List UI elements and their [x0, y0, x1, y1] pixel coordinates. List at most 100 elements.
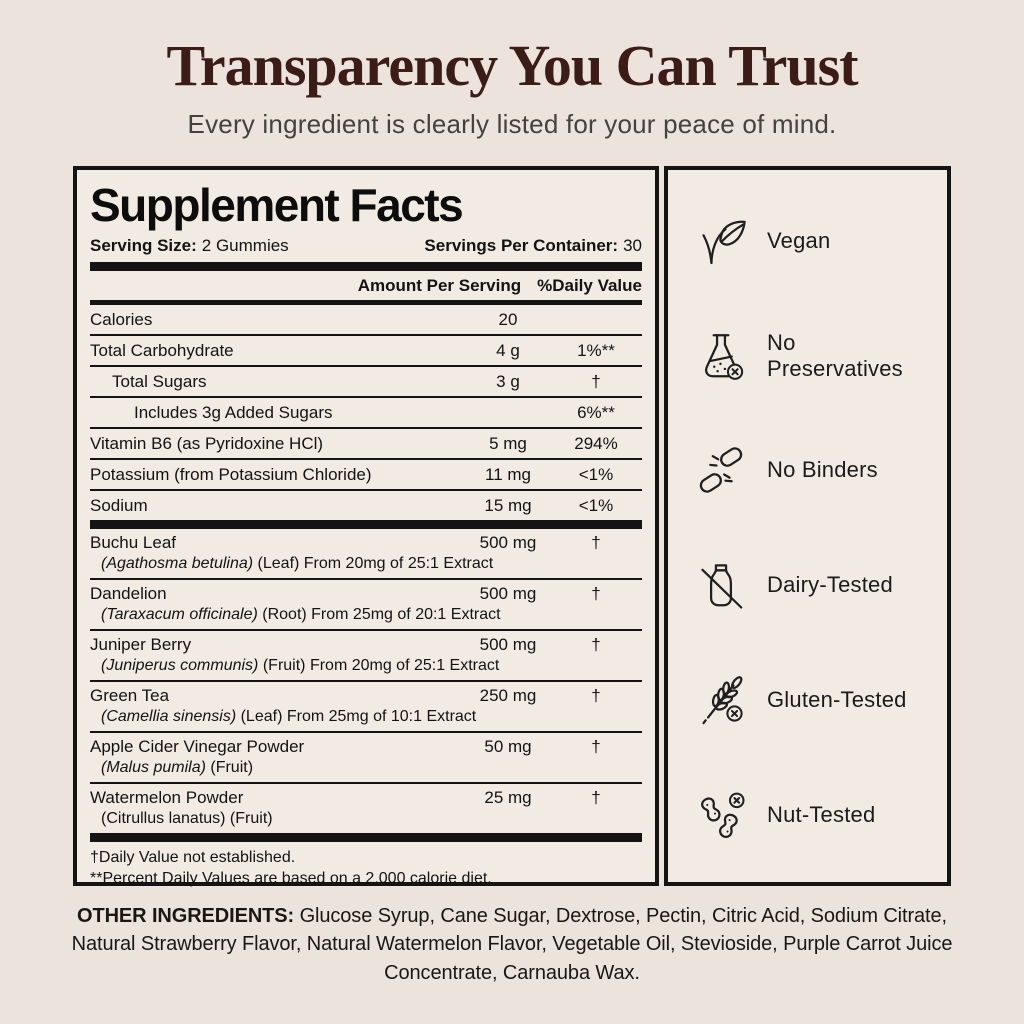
amount-column-header: Amount Per Serving — [357, 275, 522, 295]
botanical-dv: † — [591, 634, 601, 654]
botanical-detail: (Taraxacum officinale) (Root) From 25mg … — [101, 605, 501, 623]
nutrient-amount: 20 — [498, 309, 518, 329]
botanical-dv: † — [591, 736, 601, 756]
serving-size-value: 2 Gummies — [201, 235, 289, 255]
daily-value-column-header: %Daily Value — [537, 275, 642, 295]
label-panels: Supplement Facts Serving Size: 2 Gummies … — [73, 165, 951, 887]
nutrient-name: Vitamin B6 (as Pyridoxine HCl) — [90, 433, 324, 453]
table-row: Vitamin B6 (as Pyridoxine HCl) 5 mg 294% — [90, 426, 642, 458]
botanical-dv: † — [591, 532, 601, 552]
dairy-tested-milk-icon — [701, 564, 743, 609]
nutrient-name: Includes 3g Added Sugars — [134, 402, 333, 422]
serving-size-label: Serving Size: — [90, 235, 197, 255]
table-row: Total Sugars 3 g † — [90, 364, 642, 396]
footnote-daily-value: †Daily Value not established. — [90, 848, 296, 866]
table-row: Green Tea 250 mg † (Camellia sinensis) (… — [90, 679, 642, 731]
botanical-amount: 500 mg — [479, 583, 537, 603]
table-row: Juniper Berry 500 mg † (Juniperus commun… — [90, 628, 642, 680]
botanical-detail: (Malus pumila) (Fruit) — [101, 758, 254, 776]
badge-gluten-tested: Gluten-Tested — [694, 673, 937, 727]
badge-nut-tested: Nut-Tested — [694, 788, 937, 842]
table-row: Watermelon Powder 25 mg † (Citrullus lan… — [90, 781, 642, 833]
no-binders-broken-chain-icon — [699, 447, 743, 494]
nutrient-name: Calories — [90, 309, 153, 329]
nutrient-name: Total Sugars — [112, 371, 207, 391]
table-row: Potassium (from Potassium Chloride) 11 m… — [90, 457, 642, 489]
botanical-dv: † — [591, 685, 601, 705]
nutrient-dv: 6%** — [577, 402, 615, 422]
badge-no-binders: No Binders — [694, 443, 937, 497]
table-row: Sodium 15 mg <1% — [90, 488, 642, 520]
divider-thick — [90, 832, 642, 842]
botanical-name: Green Tea — [90, 685, 170, 705]
badge-dairy-tested: Dairy-Tested — [694, 558, 937, 612]
nutrient-rows: Calories 20 Total Carbohydrate 4 g 1%** … — [90, 305, 642, 520]
botanical-name: Dandelion — [90, 583, 167, 603]
botanical-detail: (Citrullus lanatus) (Fruit) — [101, 809, 273, 827]
badge-label: Vegan — [767, 227, 831, 253]
table-row: Dandelion 500 mg † (Taraxacum officinale… — [90, 577, 642, 629]
nutrient-amount: 11 mg — [485, 464, 531, 484]
other-ingredients-text: Glucose Syrup, Cane Sugar, Dextrose, Pec… — [71, 904, 953, 984]
table-row: Total Carbohydrate 4 g 1%** — [90, 333, 642, 365]
nutrient-name: Potassium (from Potassium Chloride) — [90, 464, 372, 484]
botanical-detail: (Camellia sinensis) (Leaf) From 25mg of … — [101, 707, 477, 725]
botanical-amount: 250 mg — [479, 685, 537, 705]
other-ingredients: OTHER INGREDIENTS: Glucose Syrup, Cane S… — [55, 902, 970, 987]
botanical-detail: (Agathosma betulina) (Leaf) From 20mg of… — [101, 554, 494, 572]
nutrient-dv: † — [591, 371, 601, 391]
vegan-leaf-icon — [702, 220, 746, 264]
hero-header: Transparency You Can Trust Every ingredi… — [0, 0, 1024, 140]
botanical-name: Apple Cider Vinegar Powder — [90, 736, 305, 756]
no-preservatives-flask-icon — [705, 333, 744, 380]
badge-label: Gluten-Tested — [767, 687, 907, 713]
footnotes: †Daily Value not established. **Percent … — [90, 842, 642, 890]
divider-medium — [90, 299, 642, 305]
botanical-rows: Buchu Leaf 500 mg † (Agathosma betulina)… — [90, 529, 642, 833]
footnote-percent-dv: **Percent Daily Values are based on a 2,… — [90, 870, 492, 888]
badge-label: No Binders — [767, 457, 878, 483]
botanical-amount: 500 mg — [479, 532, 537, 552]
table-row: Includes 3g Added Sugars 6%** — [90, 395, 642, 427]
servings-per-container: Servings Per Container: 30 — [424, 236, 642, 256]
botanical-name: Watermelon Powder — [90, 787, 244, 807]
botanical-amount: 25 mg — [484, 787, 532, 807]
page-title: Transparency You Can Trust — [166, 33, 858, 98]
nutrient-name: Sodium — [90, 495, 148, 515]
serving-info-row: Serving Size: 2 Gummies Servings Per Cont… — [90, 234, 642, 262]
nutrient-name: Total Carbohydrate — [90, 340, 234, 360]
badge-no-preservatives: No Preservatives — [694, 329, 937, 383]
nutrient-dv: <1% — [578, 495, 614, 515]
divider-thick — [90, 519, 642, 529]
nut-tested-peanut-icon — [701, 792, 745, 838]
servings-per-container-label: Servings Per Container: — [424, 235, 619, 255]
nutrient-amount: 5 mg — [489, 433, 527, 453]
servings-per-container-value: 30 — [623, 235, 642, 255]
supplement-facts-panel: Supplement Facts Serving Size: 2 Gummies … — [73, 165, 659, 887]
botanical-amount: 50 mg — [484, 736, 532, 756]
botanical-detail: (Juniperus communis) (Fruit) From 20mg o… — [101, 656, 500, 674]
column-headers: Amount Per Serving %Daily Value — [90, 271, 642, 300]
botanical-amount: 500 mg — [479, 634, 537, 654]
nutrient-dv: 294% — [574, 433, 618, 453]
badges-panel: Vegan No Preservatives — [664, 165, 951, 886]
divider-thick — [90, 261, 642, 271]
nutrient-dv: <1% — [578, 464, 614, 484]
page-subtitle: Every ingredient is clearly listed for y… — [187, 108, 837, 139]
badge-label: Nut-Tested — [767, 801, 876, 827]
botanical-dv: † — [591, 583, 601, 603]
nutrient-amount: 4 g — [496, 340, 520, 360]
botanical-dv: † — [591, 787, 601, 807]
badge-label: No Preservatives — [767, 329, 903, 381]
nutrient-amount: 3 g — [496, 371, 520, 391]
gluten-tested-wheat-icon — [702, 676, 743, 725]
table-row: Apple Cider Vinegar Powder 50 mg † (Malu… — [90, 730, 642, 782]
nutrient-amount: 15 mg — [484, 495, 532, 515]
table-row: Buchu Leaf 500 mg † (Agathosma betulina)… — [90, 529, 642, 578]
serving-size: Serving Size: 2 Gummies — [90, 236, 289, 256]
botanical-name: Buchu Leaf — [90, 532, 177, 552]
badge-vegan: Vegan — [694, 214, 937, 268]
other-ingredients-label: OTHER INGREDIENTS: — [77, 904, 295, 927]
badge-label: Dairy-Tested — [767, 572, 893, 598]
botanical-name: Juniper Berry — [90, 634, 192, 654]
